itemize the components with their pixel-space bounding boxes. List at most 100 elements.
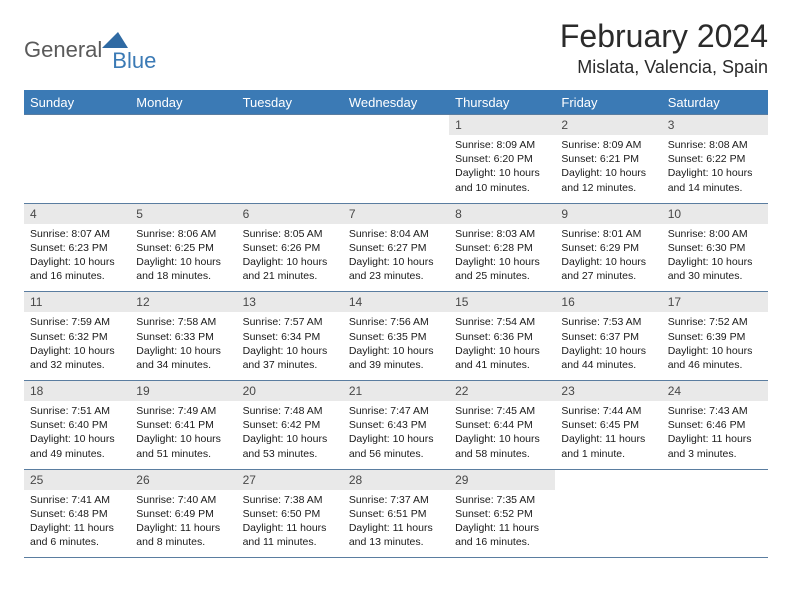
header: General Blue February 2024 Mislata, Vale… [24, 18, 768, 78]
calendar-day-cell: 11Sunrise: 7:59 AMSunset: 6:32 PMDayligh… [24, 292, 130, 381]
day-body [130, 135, 236, 195]
sunrise-text: Sunrise: 7:43 AM [668, 404, 762, 418]
sunset-text: Sunset: 6:21 PM [561, 152, 655, 166]
month-title: February 2024 [560, 18, 768, 55]
day-number [343, 115, 449, 135]
day-body: Sunrise: 7:44 AMSunset: 6:45 PMDaylight:… [555, 401, 661, 469]
calendar-day-cell: 24Sunrise: 7:43 AMSunset: 6:46 PMDayligh… [662, 381, 768, 470]
day-header: Sunday [24, 91, 130, 115]
daylight-text: Daylight: 10 hours and 34 minutes. [136, 344, 230, 372]
day-header: Wednesday [343, 91, 449, 115]
logo-text-general: General [24, 37, 102, 63]
sunset-text: Sunset: 6:49 PM [136, 507, 230, 521]
sunset-text: Sunset: 6:27 PM [349, 241, 443, 255]
calendar-day-cell: 3 Sunrise: 8:08 AMSunset: 6:22 PMDaylight… [662, 115, 768, 204]
daylight-text: Daylight: 10 hours and 44 minutes. [561, 344, 655, 372]
day-body: Sunrise: 7:43 AMSunset: 6:46 PMDaylight:… [662, 401, 768, 469]
day-body: Sunrise: 7:41 AMSunset: 6:48 PMDaylight:… [24, 490, 130, 558]
sunset-text: Sunset: 6:43 PM [349, 418, 443, 432]
day-body: Sunrise: 7:52 AMSunset: 6:39 PMDaylight:… [662, 312, 768, 380]
day-number: 3 [662, 115, 768, 135]
daylight-text: Daylight: 10 hours and 27 minutes. [561, 255, 655, 283]
daylight-text: Daylight: 10 hours and 51 minutes. [136, 432, 230, 460]
sunset-text: Sunset: 6:23 PM [30, 241, 124, 255]
sunrise-text: Sunrise: 7:59 AM [30, 315, 124, 329]
daylight-text: Daylight: 10 hours and 32 minutes. [30, 344, 124, 372]
daylight-text: Daylight: 10 hours and 23 minutes. [349, 255, 443, 283]
calendar-day-cell: 15Sunrise: 7:54 AMSunset: 6:36 PMDayligh… [449, 292, 555, 381]
day-body: Sunrise: 7:57 AMSunset: 6:34 PMDaylight:… [237, 312, 343, 380]
sunset-text: Sunset: 6:40 PM [30, 418, 124, 432]
calendar-body: 1 Sunrise: 8:09 AMSunset: 6:20 PM Daylight… [24, 115, 768, 558]
sunset-text: Sunset: 6:34 PM [243, 330, 337, 344]
daylight-text: Daylight: 10 hours and 53 minutes. [243, 432, 337, 460]
daylight-text: Daylight: 10 hours and 46 minutes. [668, 344, 762, 372]
day-body: Sunrise: 7:54 AMSunset: 6:36 PMDaylight:… [449, 312, 555, 380]
day-number: 7 [343, 204, 449, 224]
calendar-day-cell [237, 115, 343, 204]
sunrise-text: Sunrise: 8:05 AM [243, 227, 337, 241]
calendar-day-cell: 19Sunrise: 7:49 AMSunset: 6:41 PMDayligh… [130, 381, 236, 470]
sunrise-text: Sunrise: 8:03 AM [455, 227, 549, 241]
day-body [662, 490, 768, 550]
day-number: 10 [662, 204, 768, 224]
sunset-text: Sunset: 6:39 PM [668, 330, 762, 344]
day-number [237, 115, 343, 135]
day-body: Sunrise: 7:45 AMSunset: 6:44 PMDaylight:… [449, 401, 555, 469]
sunrise-text: Sunrise: 7:52 AM [668, 315, 762, 329]
day-number: 22 [449, 381, 555, 401]
calendar-week-row: 4Sunrise: 8:07 AMSunset: 6:23 PMDaylight… [24, 203, 768, 292]
sunset-text: Sunset: 6:20 PM [455, 152, 549, 166]
day-number: 16 [555, 292, 661, 312]
calendar-day-cell: 27Sunrise: 7:38 AMSunset: 6:50 PMDayligh… [237, 469, 343, 558]
calendar-day-cell: 21Sunrise: 7:47 AMSunset: 6:43 PMDayligh… [343, 381, 449, 470]
sunrise-text: Sunrise: 7:53 AM [561, 315, 655, 329]
day-body: Sunrise: 8:06 AMSunset: 6:25 PMDaylight:… [130, 224, 236, 292]
day-number: 20 [237, 381, 343, 401]
calendar-week-row: 11Sunrise: 7:59 AMSunset: 6:32 PMDayligh… [24, 292, 768, 381]
sunset-text: Sunset: 6:26 PM [243, 241, 337, 255]
calendar-day-cell: 20Sunrise: 7:48 AMSunset: 6:42 PMDayligh… [237, 381, 343, 470]
calendar-day-cell: 25Sunrise: 7:41 AMSunset: 6:48 PMDayligh… [24, 469, 130, 558]
daylight-text: Daylight: 11 hours and 1 minute. [561, 432, 655, 460]
daylight-text: Daylight: 10 hours and 41 minutes. [455, 344, 549, 372]
daylight-text: Daylight: 11 hours and 6 minutes. [30, 521, 124, 549]
daylight-text: Daylight: 10 hours and 25 minutes. [455, 255, 549, 283]
day-number: 8 [449, 204, 555, 224]
sunset-text: Sunset: 6:50 PM [243, 507, 337, 521]
daylight-text: Daylight: 10 hours and 16 minutes. [30, 255, 124, 283]
day-number: 1 [449, 115, 555, 135]
sunset-text: Sunset: 6:22 PM [668, 152, 762, 166]
sunset-text: Sunset: 6:51 PM [349, 507, 443, 521]
day-body [237, 135, 343, 195]
calendar-day-cell: 16Sunrise: 7:53 AMSunset: 6:37 PMDayligh… [555, 292, 661, 381]
day-body: Sunrise: 8:03 AMSunset: 6:28 PMDaylight:… [449, 224, 555, 292]
calendar-day-cell: 10Sunrise: 8:00 AMSunset: 6:30 PMDayligh… [662, 203, 768, 292]
day-number: 13 [237, 292, 343, 312]
day-number: 19 [130, 381, 236, 401]
calendar-day-cell: 29Sunrise: 7:35 AMSunset: 6:52 PMDayligh… [449, 469, 555, 558]
sunrise-text: Sunrise: 8:07 AM [30, 227, 124, 241]
calendar-day-cell: 12Sunrise: 7:58 AMSunset: 6:33 PMDayligh… [130, 292, 236, 381]
day-header: Monday [130, 91, 236, 115]
daylight-text: Daylight: 10 hours and 14 minutes. [668, 166, 762, 194]
calendar-week-row: 1 Sunrise: 8:09 AMSunset: 6:20 PM Daylight… [24, 115, 768, 204]
day-body: Sunrise: 7:49 AMSunset: 6:41 PMDaylight:… [130, 401, 236, 469]
day-body: Sunrise: 7:48 AMSunset: 6:42 PMDaylight:… [237, 401, 343, 469]
daylight-text: Daylight: 10 hours and 12 minutes. [561, 166, 655, 194]
day-number: 17 [662, 292, 768, 312]
calendar-day-cell: 14Sunrise: 7:56 AMSunset: 6:35 PMDayligh… [343, 292, 449, 381]
day-body: Sunrise: 7:40 AMSunset: 6:49 PMDaylight:… [130, 490, 236, 558]
day-header: Thursday [449, 91, 555, 115]
sunrise-text: Sunrise: 7:41 AM [30, 493, 124, 507]
day-body: Sunrise: 7:47 AMSunset: 6:43 PMDaylight:… [343, 401, 449, 469]
sunrise-text: Sunrise: 8:09 AM [455, 138, 549, 152]
day-body: Sunrise: 8:00 AMSunset: 6:30 PMDaylight:… [662, 224, 768, 292]
day-number [555, 470, 661, 490]
sunrise-text: Sunrise: 7:40 AM [136, 493, 230, 507]
sunrise-text: Sunrise: 7:38 AM [243, 493, 337, 507]
sunrise-text: Sunrise: 8:08 AM [668, 138, 762, 152]
calendar-day-cell [343, 115, 449, 204]
sunrise-text: Sunrise: 7:37 AM [349, 493, 443, 507]
day-header: Friday [555, 91, 661, 115]
